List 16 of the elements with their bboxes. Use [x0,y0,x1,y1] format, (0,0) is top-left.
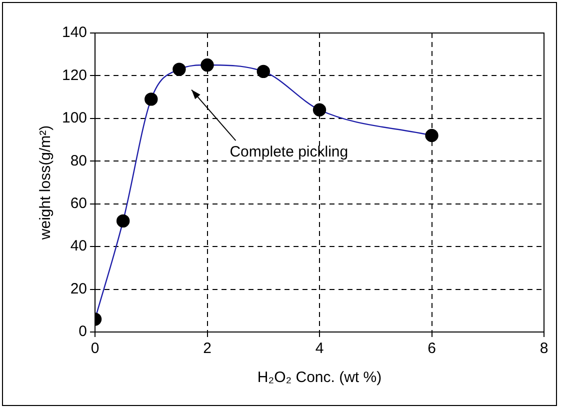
x-tick-label: 4 [315,340,324,358]
y-tick-label: 80 [70,152,88,170]
x-tick-label: 0 [90,340,100,358]
y-tick-label: 20 [70,280,88,298]
y-tick-label: 140 [62,24,88,42]
x-tick-label: 6 [428,340,436,358]
y-tick-label: 120 [62,66,88,84]
annotation: Complete pickling [230,144,348,161]
x-tick-label: 8 [540,340,548,358]
x-axis-title: H₂O₂ Conc. (wt %) [257,369,382,386]
y-axis-title: weight loss(g/m²) [37,125,54,241]
y-tick-label: 100 [62,110,88,127]
y-tick-label: 40 [70,238,88,255]
x-tick-label: 2 [203,340,212,358]
y-tick-label: 60 [70,195,88,212]
y-tick-label: 0 [78,323,88,340]
